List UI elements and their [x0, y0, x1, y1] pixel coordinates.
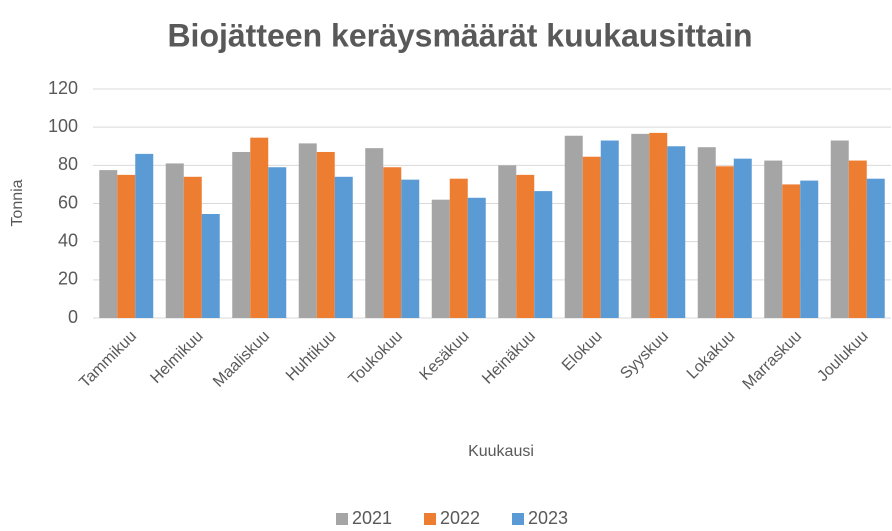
- bar: [135, 153, 154, 318]
- x-tick-label: Lokakuu: [684, 328, 739, 383]
- y-tick-label: 0: [68, 307, 78, 327]
- bar: [498, 165, 517, 318]
- y-tick-label: 60: [58, 192, 78, 212]
- x-tick-label: Toukokuu: [346, 328, 406, 388]
- bar: [697, 147, 716, 318]
- bar: [99, 170, 118, 318]
- x-tick-label: Helmikuu: [147, 328, 206, 387]
- bar: [667, 146, 686, 318]
- bar: [250, 137, 269, 318]
- legend-label: 2021: [352, 508, 392, 528]
- bar: [165, 163, 184, 318]
- bar: [232, 151, 251, 318]
- bar: [316, 151, 335, 318]
- x-tick-label: Marraskuu: [740, 328, 805, 393]
- legend-swatch: [424, 513, 436, 525]
- bar: [201, 213, 220, 318]
- bar: [268, 167, 287, 318]
- chart-title: Biojätteen keräysmäärät kuukausittain: [167, 17, 752, 53]
- y-tick-label: 100: [48, 116, 78, 136]
- legend-swatch: [336, 513, 348, 525]
- bar: [117, 174, 136, 318]
- bar: [582, 156, 601, 318]
- x-tick-label: Huhtikuu: [283, 328, 340, 385]
- bar: [848, 160, 867, 318]
- legend-label: 2023: [528, 508, 568, 528]
- bar: [383, 167, 402, 318]
- bar: [334, 176, 353, 318]
- bar: [733, 158, 752, 318]
- bar: [800, 180, 819, 318]
- y-axis-label: Tonnia: [9, 179, 26, 226]
- x-tick-label: Kesäkuu: [417, 328, 473, 384]
- bar: [183, 176, 202, 318]
- x-tick-label: Syyskuu: [617, 328, 672, 383]
- bar: [564, 135, 583, 318]
- legend-swatch: [512, 513, 524, 525]
- bar: [365, 148, 384, 318]
- bar: [534, 191, 553, 318]
- bar: [649, 132, 668, 318]
- bar: [631, 133, 650, 318]
- x-tick-label: Heinäkuu: [479, 328, 539, 388]
- x-tick-label: Joulukuu: [814, 328, 871, 385]
- bar: [715, 166, 734, 318]
- bar: [764, 160, 783, 318]
- x-tick-label: Maaliskuu: [210, 328, 273, 391]
- bar: [600, 140, 619, 318]
- bar: [830, 140, 849, 318]
- x-axis-label: Kuukausi: [468, 443, 534, 460]
- bar: [298, 143, 317, 318]
- bar: [866, 178, 885, 318]
- y-tick-label: 40: [58, 230, 78, 250]
- y-tick-label: 120: [48, 78, 78, 98]
- bar: [516, 174, 535, 318]
- y-tick-label: 20: [58, 269, 78, 289]
- legend-label: 2022: [440, 508, 480, 528]
- x-tick-label: Elokuu: [559, 328, 606, 375]
- y-tick-label: 80: [58, 154, 78, 174]
- bar: [782, 184, 801, 318]
- bar: [401, 179, 420, 318]
- bar: [449, 178, 468, 318]
- x-tick-label: Tammikuu: [76, 328, 140, 392]
- bar: [467, 197, 486, 318]
- bar: [431, 199, 450, 318]
